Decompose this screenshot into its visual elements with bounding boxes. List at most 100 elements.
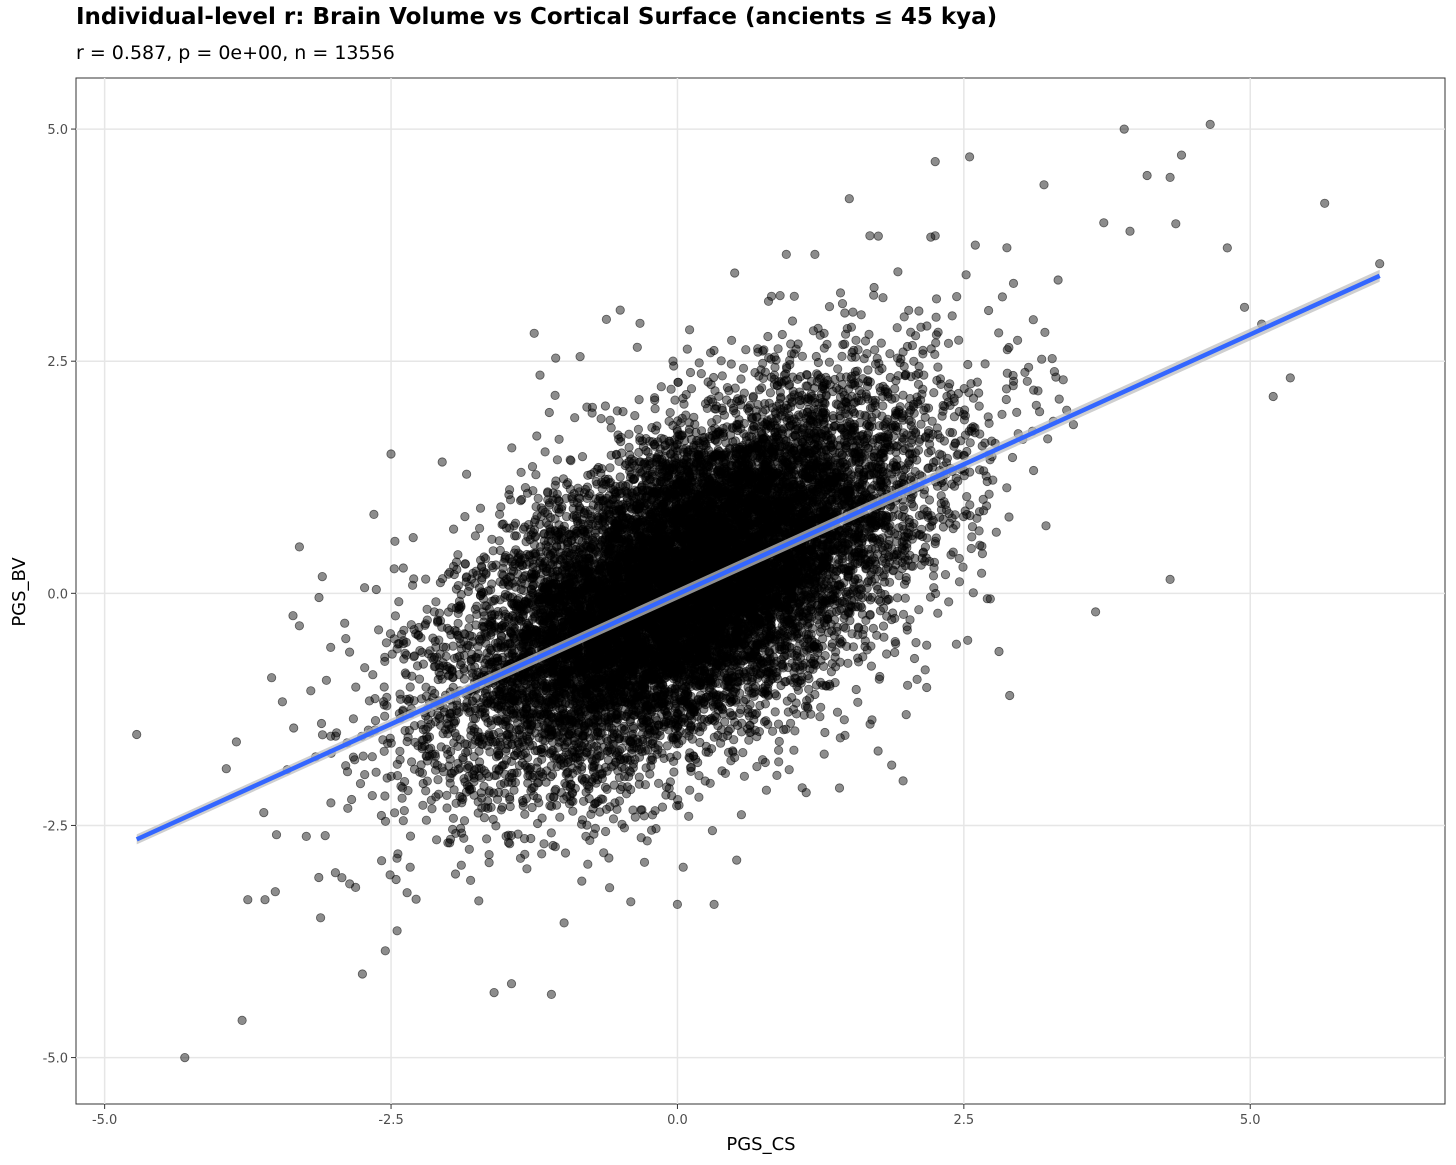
data-point	[397, 793, 407, 803]
data-point	[878, 293, 888, 303]
chart-subtitle: r = 0.587, p = 0e+00, n = 13556	[76, 42, 395, 64]
data-point	[618, 406, 628, 417]
data-point	[856, 310, 866, 320]
data-point	[963, 359, 973, 370]
data-point	[487, 579, 497, 589]
data-point	[924, 522, 935, 532]
data-point	[270, 887, 280, 897]
data-point	[395, 746, 405, 756]
data-point	[951, 639, 962, 649]
data-points	[132, 119, 1385, 1063]
data-point	[843, 658, 853, 668]
chart-title: Individual-level r: Brain Volume vs Cort…	[76, 4, 998, 30]
data-point	[459, 816, 470, 826]
data-point	[379, 746, 389, 756]
data-point	[348, 714, 358, 724]
data-point	[744, 735, 754, 745]
data-point	[340, 618, 350, 628]
data-point	[1099, 218, 1109, 228]
data-point	[670, 395, 680, 405]
data-point	[832, 707, 843, 717]
data-point	[707, 825, 718, 836]
data-point	[475, 503, 486, 513]
data-point	[694, 358, 704, 368]
data-point	[827, 658, 837, 669]
data-point	[789, 745, 799, 755]
data-point	[367, 752, 377, 762]
data-point	[930, 349, 940, 359]
data-point	[221, 764, 231, 774]
data-point	[520, 809, 530, 819]
data-point	[912, 674, 922, 685]
data-point	[767, 726, 778, 736]
data-point	[494, 536, 504, 546]
data-point	[371, 767, 381, 777]
data-point	[427, 804, 437, 814]
data-point	[984, 418, 994, 428]
data-point	[929, 388, 939, 398]
data-point	[447, 824, 458, 835]
data-point	[790, 726, 800, 736]
data-point	[316, 718, 327, 729]
data-point	[1002, 483, 1012, 493]
data-point	[418, 800, 428, 810]
data-point	[931, 312, 941, 322]
data-point	[870, 401, 880, 411]
data-point	[453, 550, 463, 560]
data-point	[405, 831, 416, 841]
data-point	[474, 523, 485, 534]
data-point	[910, 331, 921, 341]
data-point	[389, 634, 399, 644]
data-point	[797, 351, 808, 361]
data-point	[666, 384, 676, 394]
data-point	[522, 864, 532, 874]
data-point	[402, 888, 412, 898]
data-point	[774, 736, 784, 747]
data-point	[506, 979, 517, 989]
data-point	[784, 765, 794, 775]
data-point	[717, 371, 727, 381]
data-point	[914, 306, 924, 316]
data-point	[1004, 512, 1014, 522]
data-point	[448, 813, 458, 823]
data-point	[665, 407, 675, 418]
data-point	[450, 869, 461, 879]
data-point	[835, 288, 846, 298]
data-point	[411, 894, 421, 904]
data-point	[1058, 375, 1068, 385]
data-point	[851, 335, 861, 345]
data-point	[484, 849, 494, 860]
data-point	[346, 794, 357, 805]
data-point	[344, 647, 355, 657]
data-point	[405, 862, 415, 872]
data-point	[873, 231, 883, 241]
data-point	[918, 345, 928, 355]
data-point	[837, 298, 848, 309]
data-point	[685, 785, 695, 795]
data-point	[761, 716, 771, 726]
data-point	[577, 451, 588, 462]
data-point	[773, 344, 783, 354]
data-point	[315, 913, 326, 923]
data-point	[537, 849, 547, 859]
data-point	[301, 831, 311, 842]
data-point	[922, 682, 932, 693]
data-point	[1022, 376, 1032, 386]
data-point	[552, 455, 563, 465]
data-point	[945, 427, 955, 437]
data-point	[726, 359, 736, 369]
data-point	[600, 782, 611, 792]
data-point	[487, 534, 497, 544]
data-point	[873, 746, 883, 756]
data-point	[851, 684, 861, 695]
data-point	[626, 897, 636, 907]
data-point	[708, 372, 719, 383]
data-point	[863, 365, 873, 375]
data-point	[965, 438, 975, 448]
data-point	[726, 335, 737, 345]
data-point	[368, 670, 378, 680]
data-point	[765, 388, 776, 398]
data-point	[902, 680, 913, 690]
data-point	[367, 790, 377, 801]
